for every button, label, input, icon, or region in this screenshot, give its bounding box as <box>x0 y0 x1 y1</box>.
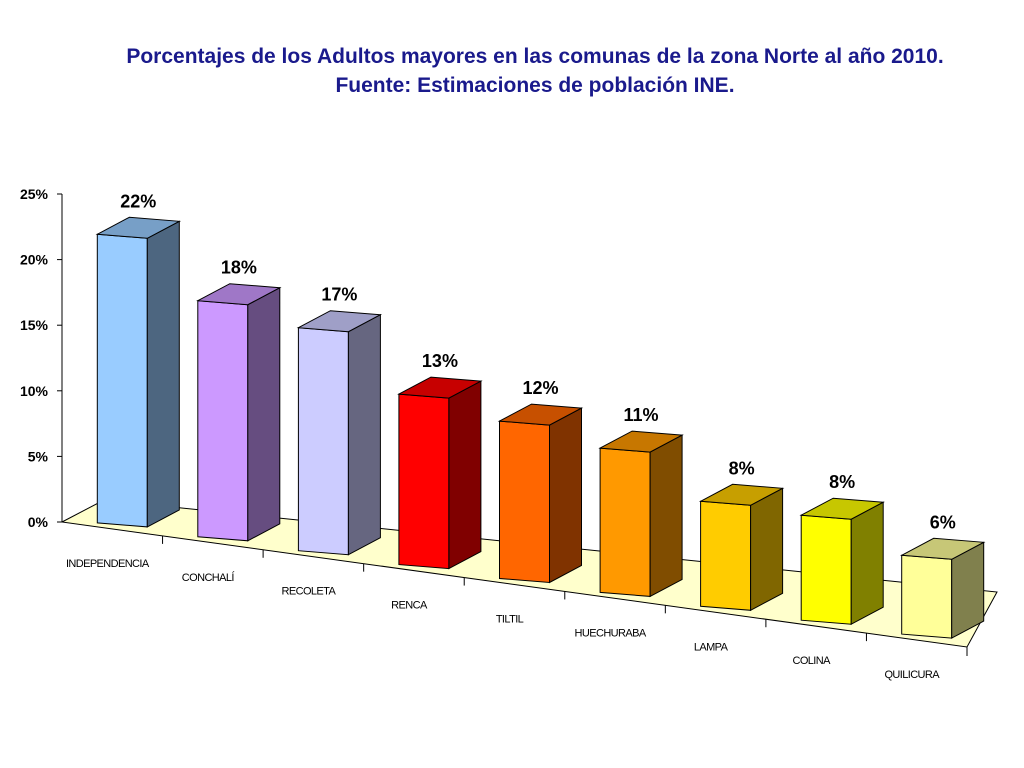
bar-top <box>497 403 584 426</box>
bar-top <box>799 497 885 520</box>
category-label: COLINA <box>792 655 831 667</box>
bar-top <box>899 537 986 560</box>
category-label: HUECHURABA <box>575 627 647 639</box>
bar-top <box>598 430 684 453</box>
bar-4 <box>397 376 483 570</box>
y-tick-label: 25% <box>20 186 49 202</box>
bar-2 <box>196 283 282 542</box>
bar-front <box>700 500 752 611</box>
bar-6 <box>598 430 684 598</box>
category-label: RENCA <box>391 600 428 612</box>
chart-title: Porcentajes de los Adultos mayores en la… <box>0 42 1024 100</box>
bar-side <box>750 487 784 612</box>
chart-title-line-2: Fuente: Estimaciones de población INE. <box>335 74 735 97</box>
data-label: 12% <box>522 378 558 398</box>
y-tick-label: 20% <box>20 252 49 268</box>
bar-front <box>800 514 852 625</box>
data-label: 8% <box>829 472 855 492</box>
bar-front <box>197 300 249 542</box>
bar-side <box>649 434 683 598</box>
data-label: 22% <box>120 191 156 211</box>
bar-front <box>398 393 450 570</box>
category-label: LAMPA <box>694 641 729 653</box>
y-tick-label: 5% <box>28 448 49 464</box>
bar-front <box>901 554 953 639</box>
category-label: INDEPENDENCIA <box>66 558 150 570</box>
bar-top <box>397 376 483 399</box>
bar-top <box>95 216 182 239</box>
chart-title-line-1: Porcentajes de los Adultos mayores en la… <box>126 45 944 68</box>
data-label: 11% <box>624 405 659 425</box>
bar-side <box>850 501 884 626</box>
data-label: 8% <box>729 458 755 478</box>
data-label: 17% <box>321 285 357 305</box>
data-label: 18% <box>221 258 257 278</box>
bar-5 <box>497 403 584 584</box>
category-label: QUILICURA <box>884 669 940 681</box>
bar-top <box>196 283 282 306</box>
bar-side <box>247 286 281 542</box>
y-tick-label: 0% <box>28 514 49 530</box>
bar-7 <box>698 483 785 612</box>
y-tick-label: 10% <box>20 383 49 399</box>
bar-front <box>499 420 550 584</box>
category-label: CONCHALÍ <box>182 571 236 584</box>
data-label: 6% <box>930 512 956 532</box>
data-label: 13% <box>422 351 458 371</box>
bar-8 <box>799 497 885 626</box>
bar-3 <box>296 310 383 556</box>
y-tick-label: 15% <box>20 317 49 333</box>
bar-side <box>549 407 582 584</box>
bar-top <box>296 310 383 333</box>
bar-top <box>698 483 785 506</box>
bar-side <box>347 313 381 556</box>
bar-front <box>599 447 651 597</box>
bar-side <box>448 380 482 570</box>
bar-1 <box>95 216 182 528</box>
category-label: RECOLETA <box>282 586 337 598</box>
bar-front <box>297 327 349 556</box>
bar-9 <box>899 537 986 639</box>
bar-side <box>146 220 180 528</box>
bar-front <box>96 233 148 528</box>
category-label: TILTIL <box>496 614 524 626</box>
